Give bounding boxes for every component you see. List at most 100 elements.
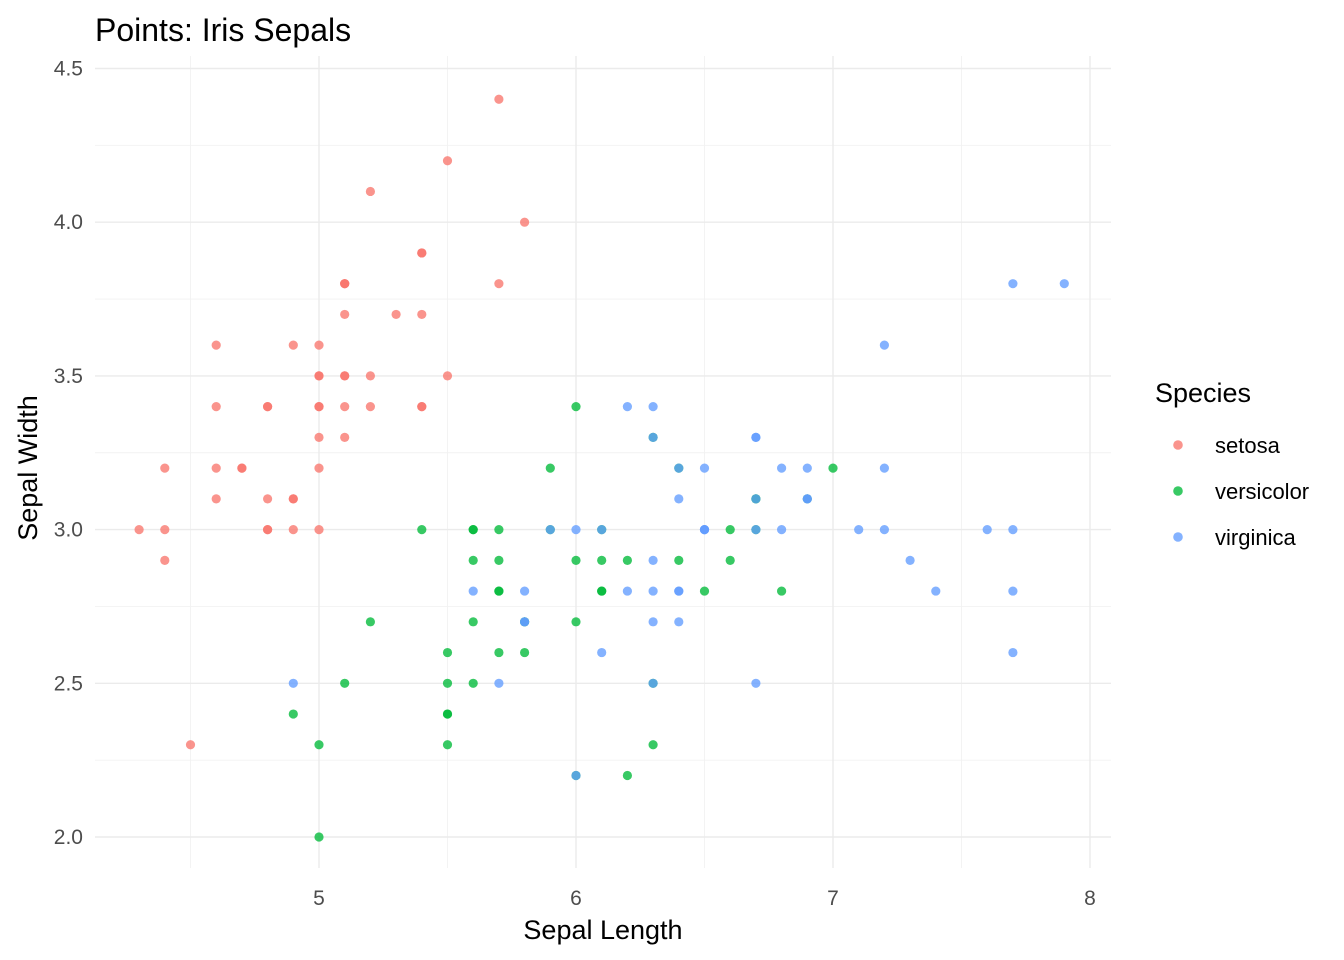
data-point-setosa: [288, 340, 298, 350]
data-point-virginica: [674, 586, 684, 596]
data-point-virginica: [622, 402, 633, 412]
data-point-virginica: [520, 617, 530, 627]
data-point-setosa: [160, 525, 170, 535]
data-point-versicolor: [828, 463, 838, 473]
data-point-setosa: [314, 340, 324, 350]
data-point-virginica: [751, 432, 761, 442]
data-point-versicolor: [571, 617, 581, 627]
data-point-setosa: [314, 371, 324, 381]
data-point-versicolor: [340, 678, 350, 688]
data-point-setosa: [160, 555, 170, 565]
data-point-setosa: [263, 494, 273, 504]
data-point-versicolor: [545, 463, 555, 473]
data-point-versicolor: [442, 709, 453, 719]
x-tick-label: 6: [570, 887, 582, 910]
data-point-virginica: [1008, 279, 1018, 289]
data-point-versicolor: [597, 555, 607, 565]
y-tick-label: 4.0: [54, 211, 83, 234]
data-point-virginica: [674, 494, 684, 504]
data-point-setosa: [365, 371, 375, 381]
data-point-setosa: [391, 309, 401, 320]
data-point-versicolor: [417, 525, 427, 535]
data-point-setosa: [134, 525, 144, 535]
data-point-virginica: [622, 586, 633, 596]
data-point-virginica: [648, 678, 658, 688]
data-point-virginica: [751, 525, 761, 535]
data-point-versicolor: [314, 832, 324, 842]
data-points: [134, 94, 1069, 842]
minor-gridlines: [95, 56, 1111, 868]
legend-title: Species: [1155, 378, 1251, 408]
legend-label-setosa: setosa: [1215, 433, 1281, 458]
legend: Species setosa versicolor virginica: [1155, 378, 1309, 550]
data-point-versicolor: [468, 617, 478, 627]
data-point-virginica: [751, 494, 761, 504]
data-point-virginica: [931, 586, 941, 596]
data-point-setosa: [314, 463, 324, 473]
data-point-virginica: [1008, 586, 1018, 596]
data-point-virginica: [648, 555, 658, 565]
data-point-virginica: [468, 586, 478, 596]
data-point-setosa: [494, 94, 504, 104]
data-point-setosa: [237, 463, 247, 473]
y-axis-title: Sepal Width: [13, 395, 43, 541]
data-point-versicolor: [725, 525, 735, 535]
data-point-versicolor: [674, 555, 684, 565]
data-point-virginica: [879, 525, 890, 535]
data-point-virginica: [699, 525, 710, 535]
data-point-setosa: [263, 402, 273, 412]
data-point-virginica: [597, 525, 607, 535]
data-point-versicolor: [725, 555, 735, 565]
legend-key-virginica: [1173, 532, 1183, 542]
data-point-virginica: [1008, 525, 1018, 535]
data-point-versicolor: [442, 678, 453, 688]
data-point-versicolor: [442, 647, 453, 658]
data-point-versicolor: [494, 525, 504, 535]
data-point-setosa: [442, 156, 453, 166]
data-point-versicolor: [777, 586, 787, 596]
data-point-versicolor: [288, 709, 298, 719]
data-point-versicolor: [468, 555, 478, 565]
data-point-virginica: [1008, 647, 1018, 658]
data-point-virginica: [674, 617, 684, 627]
x-axis-title: Sepal Length: [523, 915, 682, 945]
data-point-virginica: [879, 463, 890, 473]
data-point-virginica: [571, 525, 581, 535]
data-point-virginica: [699, 463, 710, 473]
data-point-setosa: [340, 279, 350, 289]
data-point-setosa: [340, 432, 350, 442]
data-point-setosa: [211, 494, 221, 504]
data-point-versicolor: [648, 740, 658, 750]
data-point-setosa: [160, 463, 170, 473]
data-point-setosa: [417, 309, 427, 320]
data-point-virginica: [648, 402, 658, 412]
data-point-setosa: [211, 340, 221, 350]
data-point-versicolor: [468, 525, 478, 535]
x-tick-label: 8: [1084, 887, 1096, 910]
data-point-virginica: [520, 586, 530, 596]
data-point-virginica: [494, 678, 504, 688]
data-point-versicolor: [494, 586, 504, 596]
data-point-versicolor: [494, 647, 504, 658]
data-point-virginica: [545, 525, 555, 535]
data-point-setosa: [314, 525, 324, 535]
data-point-virginica: [802, 494, 812, 504]
data-point-virginica: [288, 678, 298, 688]
data-point-virginica: [854, 525, 864, 535]
data-point-versicolor: [365, 617, 375, 627]
data-point-versicolor: [520, 647, 530, 658]
data-point-virginica: [777, 463, 787, 473]
data-point-setosa: [417, 402, 427, 412]
chart-title: Points: Iris Sepals: [95, 12, 351, 48]
data-point-versicolor: [699, 586, 710, 596]
data-point-virginica: [982, 525, 992, 535]
data-point-setosa: [314, 432, 324, 442]
data-point-setosa: [314, 402, 324, 412]
data-point-versicolor: [442, 740, 453, 750]
major-gridlines: [95, 56, 1111, 868]
data-point-setosa: [494, 279, 504, 289]
data-point-virginica: [1059, 279, 1069, 289]
legend-label-virginica: virginica: [1215, 525, 1296, 550]
data-point-versicolor: [571, 555, 581, 565]
